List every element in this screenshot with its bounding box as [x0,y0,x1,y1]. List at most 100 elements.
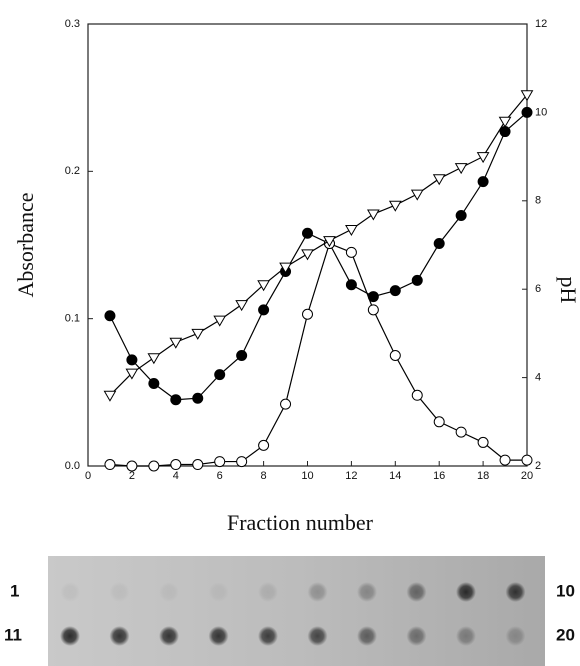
marker [456,164,467,174]
marker [346,226,357,236]
marker [193,460,203,470]
marker [104,391,115,401]
marker [192,329,203,339]
marker [368,305,378,315]
marker [522,455,532,465]
x-tick-label: 14 [389,470,401,482]
marker [412,190,423,200]
marker [259,440,269,450]
marker [105,460,115,470]
blot-label: 10 [556,581,575,600]
y2-tick-label: 8 [535,195,541,207]
blot-dot [159,626,179,646]
blot-label: 20 [556,625,575,644]
blot-dot [407,582,427,602]
series-line [110,95,527,396]
marker [303,309,313,319]
marker [236,301,247,311]
y2-tick-label: 12 [535,18,547,30]
marker [456,427,466,437]
y2-tick-label: 6 [535,283,541,295]
marker [303,228,313,238]
blot-label: 11 [4,625,22,644]
blot-dot [209,582,229,602]
marker [237,457,247,467]
y2-tick-label: 4 [535,372,541,384]
marker [127,355,137,365]
marker [149,378,159,388]
marker [434,175,445,185]
blot-dot [357,626,377,646]
marker [390,201,401,211]
marker [302,250,313,260]
marker [346,247,356,257]
x-axis-title: Fraction number [227,510,374,535]
figure: 0 2 4 6 8 10 12 14 16 18 20 0.0 0.1 0.2 0.3 2 4 6 8 10 12 Fr… [0,0,580,666]
marker [237,351,247,361]
marker [412,390,422,400]
y2-tick-label: 10 [535,106,547,118]
blot-dot [506,626,526,646]
marker [215,370,225,380]
y-axis-title: Absorbance [13,192,38,297]
blot-dot [308,582,328,602]
marker [193,393,203,403]
blot-dot [456,626,476,646]
y-tick-label: 0.2 [65,165,80,177]
y2-tick-label: 2 [535,460,541,472]
marker [149,461,159,471]
x-tick-label: 20 [521,470,533,482]
marker [214,316,225,326]
marker [478,177,488,187]
marker [346,280,356,290]
y-tick-label: 0.0 [65,460,80,472]
series-line [110,112,527,399]
marker [500,127,510,137]
y-tick-label: 0.3 [65,18,80,30]
marker [456,211,466,221]
marker [390,351,400,361]
blot-dot [60,626,80,646]
marker [281,399,291,409]
marker [522,107,532,117]
x-tick-label: 12 [345,470,357,482]
blot-dot [357,582,377,602]
marker [500,455,510,465]
blot-dot [456,582,476,602]
x-tick-label: 16 [433,470,445,482]
blot-membrane [48,556,545,666]
blot-dot [110,626,130,646]
y-tick-label: 0.1 [65,313,80,325]
x-tick-label: 4 [173,470,179,482]
blot-dot [159,582,179,602]
marker [259,305,269,315]
marker [478,437,488,447]
marker [105,311,115,321]
y2-axis-title: pH [556,277,580,304]
x-tick-label: 2 [129,470,135,482]
blot-dot [209,626,229,646]
blot-label: 1 [10,581,19,600]
marker [412,275,422,285]
marker [390,286,400,296]
x-tick-label: 8 [261,470,267,482]
blot-dot [258,582,278,602]
marker [171,395,181,405]
marker [434,239,444,249]
blot-dot [308,626,328,646]
marker [434,417,444,427]
x-tick-label: 0 [85,470,91,482]
blot-dot [407,626,427,646]
marker [478,153,489,163]
marker [170,338,181,348]
blot-dot [60,582,80,602]
marker [368,210,379,220]
blot-dot [110,582,130,602]
x-tick-label: 6 [217,470,223,482]
marker [171,460,181,470]
marker [127,461,137,471]
marker [215,457,225,467]
plot-frame [88,24,527,466]
x-tick-label: 18 [477,470,489,482]
